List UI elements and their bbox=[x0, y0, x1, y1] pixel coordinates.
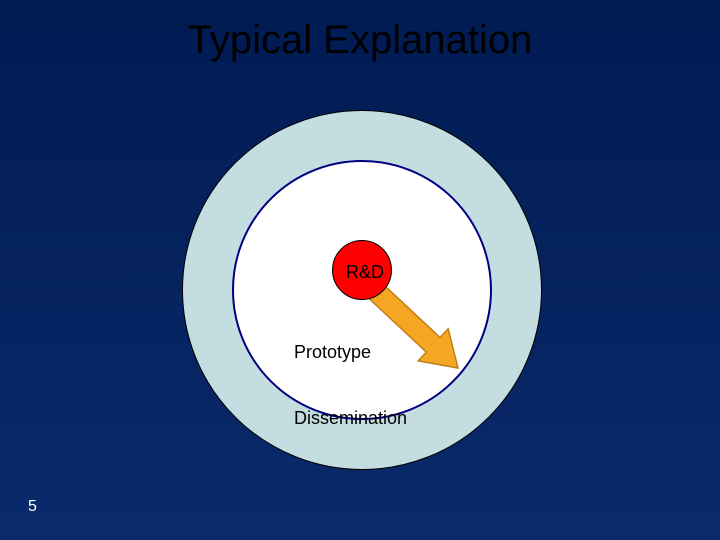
slide: Typical Explanation R&D Prototype Dissem… bbox=[0, 0, 720, 540]
page-number: 5 bbox=[28, 498, 37, 516]
label-rd: R&D bbox=[346, 262, 384, 283]
label-dissemination: Dissemination bbox=[294, 408, 407, 429]
label-prototype: Prototype bbox=[294, 342, 371, 363]
